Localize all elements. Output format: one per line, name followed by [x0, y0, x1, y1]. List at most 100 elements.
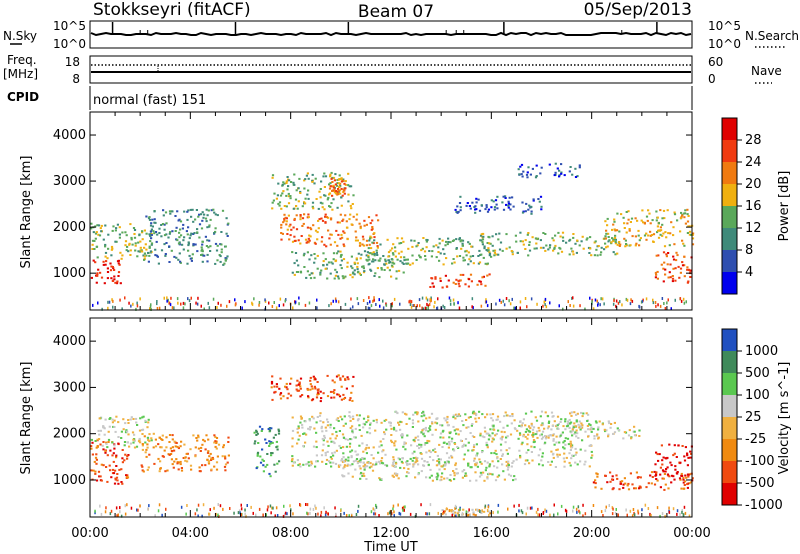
velocity-cell: [673, 478, 676, 481]
power-cell: [652, 241, 655, 243]
power-cell: [311, 180, 314, 183]
velocity-cell: [478, 458, 481, 461]
velocity-cell: [594, 482, 597, 485]
velocity-cell: [375, 421, 378, 424]
velocity-cell: [461, 512, 464, 516]
power-cell: [572, 236, 575, 239]
power-cell: [144, 243, 147, 246]
velocity-cell: [326, 374, 329, 377]
power-cell: [662, 280, 665, 283]
velocity-cell: [310, 462, 313, 465]
velocity-cell: [314, 465, 317, 468]
power-cell: [456, 205, 459, 208]
x-axis-tick-labels: 00:00 04:00 08:00 12:00 16:00 20:00 00:00: [71, 526, 710, 541]
velocity-cell: [350, 449, 354, 452]
power-cell: [459, 195, 462, 198]
velocity-cell: [564, 437, 567, 440]
power-cell: [409, 303, 412, 306]
velocity-cell: [472, 513, 475, 516]
velocity-cell: [129, 418, 132, 421]
velocity-cell: [121, 482, 124, 485]
velocity-cell: [131, 431, 135, 434]
power-cell: [178, 241, 181, 244]
power-cell: [244, 300, 246, 304]
velocity-cell: [343, 464, 347, 467]
velocity-cell: [115, 415, 118, 418]
power-cell: [687, 280, 690, 283]
velocity-cell: [323, 506, 325, 510]
power-cell: [358, 244, 362, 247]
power-cell: [331, 190, 334, 192]
velocity-cell: [383, 419, 386, 422]
power-cell: [585, 238, 588, 241]
power-cell: [322, 260, 325, 263]
velocity-cell: [455, 472, 459, 475]
power-cell: [589, 296, 591, 300]
velocity-cell: [240, 507, 243, 511]
power-cell: [493, 206, 497, 209]
power-cell: [330, 177, 333, 180]
velocity-cell: [540, 410, 544, 413]
velocity-cell: [208, 512, 211, 516]
nave-right-tick-bottom: 0: [708, 72, 716, 86]
power-cell: [180, 234, 183, 237]
noise-left-label: N.Sky: [3, 29, 37, 43]
velocity-cell: [451, 437, 454, 440]
power-cell: [372, 258, 375, 261]
power-cell: [205, 220, 208, 223]
velocity-cell: [633, 425, 636, 428]
power-cell: [341, 236, 344, 239]
velocity-cell: [613, 421, 616, 424]
power-cell: [605, 232, 608, 235]
velocity-cell: [591, 454, 594, 457]
velocity-cell: [325, 458, 329, 461]
power-colorbar-tick-label: 8: [745, 243, 753, 258]
power-cell: [119, 282, 122, 285]
velocity-cell: [664, 514, 666, 518]
velocity-cell: [264, 465, 267, 468]
velocity-cell: [455, 414, 459, 417]
power-cell: [539, 246, 543, 249]
power-cell: [224, 257, 227, 260]
power-cell: [283, 219, 286, 222]
velocity-cell: [556, 453, 559, 456]
velocity-cell: [378, 445, 381, 448]
power-cell: [143, 255, 146, 258]
power-cell: [471, 201, 474, 204]
velocity-cell: [139, 417, 142, 420]
velocity-cell: [320, 397, 323, 400]
velocity-cell: [676, 509, 679, 513]
velocity-cell: [215, 447, 218, 450]
velocity-cell: [623, 431, 626, 434]
velocity-cell: [416, 435, 420, 438]
velocity-cell: [117, 482, 120, 485]
power-cell: [553, 174, 556, 177]
velocity-cell: [227, 454, 230, 457]
velocity-cell: [622, 437, 625, 440]
noise-left-tick-top: 10^5: [53, 19, 86, 33]
velocity-cell: [426, 441, 429, 444]
velocity-cell: [271, 452, 274, 455]
power-cell: [488, 242, 491, 245]
power-cell: [627, 210, 630, 213]
velocity-cell: [344, 438, 347, 441]
power-cell: [271, 174, 275, 177]
velocity-cell: [414, 461, 417, 464]
power-cell: [271, 176, 274, 179]
power-cell: [427, 306, 429, 310]
velocity-cell: [341, 458, 344, 460]
velocity-colorbar-swatch: [722, 461, 737, 484]
power-cell: [329, 173, 332, 176]
power-cell: [150, 228, 153, 231]
power-cell: [103, 282, 106, 285]
power-cell: [672, 255, 675, 258]
power-cell: [124, 244, 127, 247]
velocity-cell: [367, 419, 370, 422]
velocity-cell: [339, 446, 342, 449]
power-cell: [225, 232, 228, 235]
power-cell: [118, 233, 121, 236]
power-cell: [342, 191, 345, 193]
x-tick-label: 12:00: [372, 526, 409, 541]
power-cell: [533, 247, 536, 250]
velocity-cell: [560, 504, 563, 508]
